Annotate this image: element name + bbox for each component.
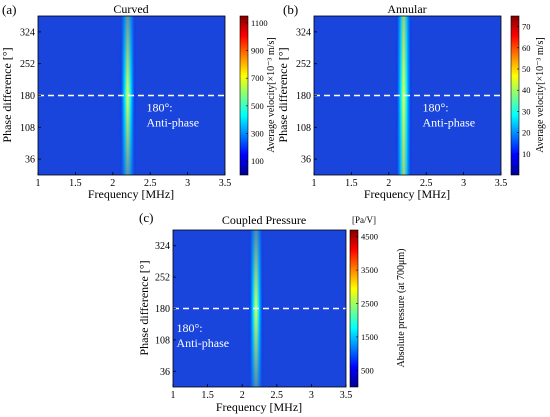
x-tick-label: 3: [461, 178, 466, 189]
x-tick-label: 2.5: [144, 178, 157, 189]
colorbar-tick-label: 4500: [361, 232, 378, 242]
colorbar-tick-label: 500: [361, 365, 374, 375]
panel-a-title: Curved: [113, 2, 148, 16]
y-tick-label: 324: [296, 27, 311, 38]
annotation-line: 180°:: [146, 100, 172, 114]
colorbar-tick-label: 10: [522, 149, 531, 159]
panel-c-ylabel: Phase difference [°]: [137, 260, 151, 355]
y-tick-label: 252: [20, 59, 35, 70]
colorbar-tick-label: 500: [251, 101, 264, 111]
colorbar: [239, 15, 249, 176]
panel-b-xlabel: Frequency [MHz]: [364, 187, 450, 201]
colorbar-tick-label: 1500: [361, 332, 378, 342]
y-tick-label: 180: [20, 91, 35, 102]
colorbar-tick-label: 100: [251, 156, 264, 166]
panel-c-colorbar-label: Absolute pressure (at 700μm): [396, 249, 407, 368]
annotation-line: Anti-phase: [146, 115, 199, 129]
resonance-ridge: [119, 16, 137, 175]
y-tick-label: 36: [301, 155, 311, 166]
panel-b-label: (b): [283, 2, 298, 17]
colorbar-tick-label: 700: [251, 73, 264, 83]
colorbar-tick-label: 1100: [251, 18, 268, 28]
x-tick-label: 1.5: [345, 178, 358, 189]
y-tick-label: 324: [155, 241, 170, 252]
panel-c-colorbar-unit: [Pa/V]: [352, 215, 376, 225]
panel-c-xlabel: Frequency [MHz]: [216, 400, 302, 414]
x-tick-label: 2.5: [420, 178, 433, 189]
panel-c-title: Coupled Pressure: [222, 213, 306, 227]
y-tick-label: 180: [155, 304, 170, 315]
x-tick-label: 1: [171, 390, 176, 401]
y-tick-label: 252: [155, 273, 170, 284]
y-tick-label: 36: [25, 155, 35, 166]
y-tick-label: 108: [20, 123, 35, 134]
panel-c-label: (c): [139, 210, 153, 225]
colorbar: [510, 15, 520, 176]
x-tick-label: 1: [312, 178, 317, 189]
colorbar-tick-label: 30: [522, 106, 531, 116]
colorbar-tick-label: 900: [251, 46, 264, 56]
y-tick-label: 180: [296, 91, 311, 102]
x-tick-label: 2: [386, 178, 391, 189]
annotation-line: Anti-phase: [176, 336, 229, 350]
x-tick-label: 2.5: [271, 390, 284, 401]
panel-b-ylabel: Phase difference [°]: [276, 47, 290, 142]
panel-a-label: (a): [2, 2, 16, 17]
panel-a-ylabel: Phase difference [°]: [0, 47, 14, 142]
panel-b-title: Annular: [387, 2, 426, 16]
x-tick-label: 2: [240, 390, 245, 401]
colorbar: [349, 229, 359, 388]
x-tick-label: 3.5: [340, 390, 353, 401]
y-tick-label: 36: [160, 367, 170, 378]
panel-b-colorbar-label: Average velocity[×10⁻³ m/s]: [535, 37, 546, 152]
colorbar-tick-label: 60: [522, 43, 531, 53]
colorbar-tick-label: 70: [522, 22, 531, 32]
panel-c-plot: 180°:Anti-phase 1 1.5 2 2.5 3 3.5 36 108 180 252 32…: [155, 229, 378, 401]
colorbar-tick-label: 3500: [361, 265, 378, 275]
y-tick-label: 108: [296, 123, 311, 134]
x-tick-label: 1.5: [69, 178, 82, 189]
annotation-line: Anti-phase: [422, 115, 475, 129]
annotation-line: 180°:: [176, 321, 202, 335]
y-tick-label: 252: [296, 59, 311, 70]
x-tick-label: 3: [185, 178, 190, 189]
panel-a-xlabel: Frequency [MHz]: [88, 187, 174, 201]
x-tick-label: 2: [110, 178, 115, 189]
panel-b: (b) Annular 180°:Anti-phase 1 1.5 2 2.5 3 3.5 3…: [276, 2, 546, 201]
x-tick-label: 1.5: [201, 390, 214, 401]
colorbar-tick-label: 20: [522, 128, 531, 138]
y-tick-label: 324: [20, 27, 35, 38]
x-tick-label: 3: [309, 390, 314, 401]
resonance-ridge: [395, 16, 413, 175]
panel-a: (a) Curved 180°:Anti-phase 1 1.5 2 2.5 3 3.5 36…: [0, 2, 277, 201]
panel-c: (c) Coupled Pressure 180°:Anti-phase 1 1.5…: [137, 210, 407, 414]
panel-a-colorbar-label: Average velocity[×10⁻³ m/s]: [266, 37, 277, 152]
x-tick-label: 1: [36, 178, 41, 189]
x-tick-label: 3.5: [495, 178, 508, 189]
colorbar-tick-label: 300: [251, 129, 264, 139]
x-tick-label: 3.5: [219, 178, 232, 189]
panel-a-plot: 180°:Anti-phase 1 1.5 2 2.5 3 3.5 36 108 180 252 32…: [20, 15, 268, 189]
panel-b-plot: 180°:Anti-phase 1 1.5 2 2.5 3 3.5 36 108 180 252 32…: [296, 15, 531, 189]
colorbar-tick-label: 40: [522, 85, 531, 95]
colorbar-tick-label: 2500: [361, 298, 378, 308]
y-tick-label: 108: [155, 335, 170, 346]
colorbar-tick-label: 50: [522, 64, 531, 74]
annotation-line: 180°:: [422, 100, 448, 114]
